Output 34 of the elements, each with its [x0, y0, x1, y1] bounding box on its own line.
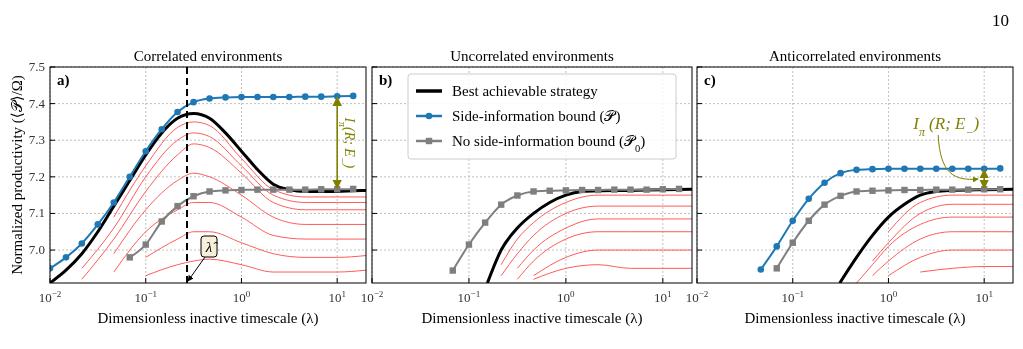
x-tick-label: 10$^{1}$ — [654, 289, 672, 305]
x-tick-label: 10$^{0}$ — [557, 289, 576, 305]
y-tick-label: 7.0 — [28, 242, 45, 258]
x-tick-label: 10$^{0}$ — [232, 289, 251, 305]
x-tick-label: 10$^{1}$ — [328, 289, 346, 305]
annotation: b) — [379, 72, 393, 89]
x-tick-label: 10$^{−1}$ — [781, 289, 805, 305]
legend-label: Best achievable strategy — [452, 83, 599, 99]
chart-title: Correlated environments — [133, 48, 283, 64]
y-tick-label: 7.3 — [28, 132, 45, 148]
chart-title: Anticorrelated environments — [768, 48, 942, 64]
legend-label: No side-information bound (𝒫$_{0}$) — [452, 133, 646, 154]
x-axis-title: Dimensionless inactive timescale (λ) — [744, 310, 966, 327]
x-axis-title: Dimensionless inactive timescale (λ) — [97, 310, 319, 327]
x-tick-label: 10$^{−2}$ — [685, 289, 709, 305]
y-tick-label: 7.1 — [28, 205, 45, 221]
y-axis-title: Normalized productivity (⟨𝒫⟩/Ω) — [9, 75, 26, 275]
x-tick-label: 10$^{1}$ — [975, 289, 993, 305]
y-tick-label: 7.5 — [28, 59, 45, 74]
x-tick-label: 10$^{0}$ — [879, 289, 898, 305]
x-axis-title: Dimensionless inactive timescale (λ) — [421, 310, 643, 327]
x-tick-label: 10$^{−1}$ — [134, 289, 158, 305]
annotation: c) — [704, 72, 716, 89]
y-tick-label: 7.2 — [28, 168, 45, 184]
x-tick-label: 10$^{−2}$ — [360, 289, 384, 305]
ref-line-label: λ̂ — [204, 239, 219, 255]
legend-label: Side-information bound (𝒫) — [452, 108, 621, 125]
text: 10 — [992, 11, 1009, 30]
x-tick-label: 10$^{−1}$ — [457, 289, 481, 305]
x-tick-label: 10$^{−2}$ — [38, 289, 62, 305]
y-tick-label: 7.4 — [28, 95, 46, 111]
annotation: I$_{π}$ (R; E$_{−}$) — [912, 114, 980, 140]
chart-title: Uncorrelated environments — [450, 48, 614, 64]
annotation: a) — [57, 72, 70, 89]
